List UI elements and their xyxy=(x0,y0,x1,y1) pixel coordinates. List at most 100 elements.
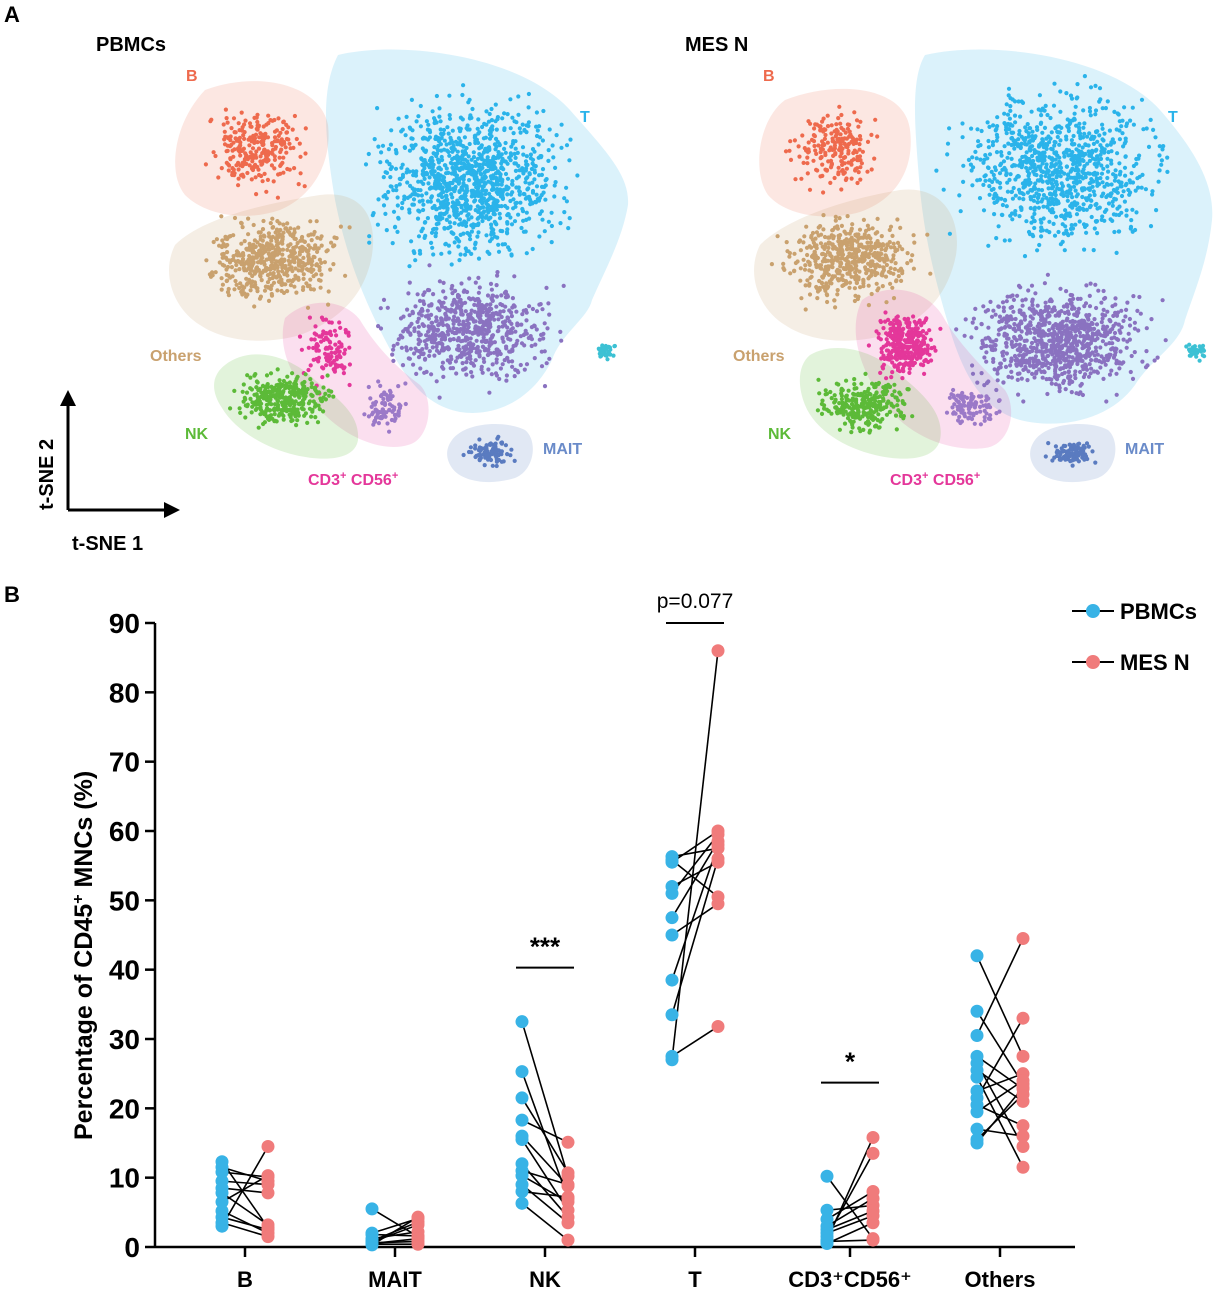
tsne-cell-dot xyxy=(436,333,442,338)
tsne-cell-dot xyxy=(252,238,257,243)
tsne-cell-dot xyxy=(870,226,875,231)
tsne-cell-dot xyxy=(470,296,476,301)
tsne-cell-dot xyxy=(1004,102,1009,107)
tsne-cell-dot xyxy=(1127,178,1132,183)
tsne-cell-dot xyxy=(286,258,291,263)
tsne-cell-dot xyxy=(432,145,437,150)
tsne-cell-dot xyxy=(273,394,278,399)
tsne-cell-dot xyxy=(527,304,532,309)
tsne-cell-dot xyxy=(1068,226,1074,231)
tsne-cell-dot xyxy=(233,136,238,141)
tsne-cell-dot xyxy=(493,371,499,376)
tsne-cell-dot xyxy=(1051,103,1057,108)
tsne-cell-dot xyxy=(452,170,458,175)
tsne-cell-dot xyxy=(1057,170,1062,175)
tsne-cell-dot xyxy=(509,153,514,158)
tsne-cell-dot xyxy=(840,162,845,167)
tsne-cell-dot xyxy=(495,270,500,275)
tsne-cell-dot xyxy=(1112,178,1117,183)
tsne-cell-dot xyxy=(280,263,285,268)
tsne-cell-dot xyxy=(245,373,250,378)
tsne-cell-dot xyxy=(244,259,249,265)
tsne-cell-dot xyxy=(378,306,383,311)
tsne-cell-dot xyxy=(467,127,472,132)
tsne-cell-dot xyxy=(526,120,532,125)
tsne-cell-dot xyxy=(371,422,376,427)
tsne-cell-dot xyxy=(851,141,856,146)
tsne-cell-dot xyxy=(448,160,453,166)
tsne-cell-dot xyxy=(271,179,276,184)
tsne-cell-dot xyxy=(900,268,905,274)
tsne-cell-dot xyxy=(835,288,840,293)
tsne-cell-dot xyxy=(866,276,871,281)
tsne-cell-dot xyxy=(490,340,495,345)
tsne-cell-dot xyxy=(343,273,348,278)
tsne-cell-dot xyxy=(1114,250,1119,255)
tsne-cell-dot xyxy=(543,183,548,188)
tsne-cell-dot xyxy=(496,434,501,439)
tsne-cell-dot xyxy=(1074,155,1079,160)
tsne-cell-dot xyxy=(1160,298,1165,303)
tsne-cell-dot xyxy=(1070,142,1075,147)
tsne-cell-dot xyxy=(402,145,407,150)
tsne-cell-dot xyxy=(443,163,448,168)
tsne-cell-dot xyxy=(487,251,492,256)
tsne-cell-dot xyxy=(401,329,406,334)
tsne-cell-dot xyxy=(910,253,915,258)
tsne-cell-dot xyxy=(366,151,371,157)
tsne-cell-dot xyxy=(568,137,573,142)
tsne-cell-dot xyxy=(862,254,868,259)
tsne-cell-dot xyxy=(1066,183,1071,188)
tsne-cell-dot xyxy=(392,225,398,230)
tsne-cell-dot xyxy=(542,384,548,389)
tsne-cell-dot xyxy=(510,115,515,120)
tsne-cell-dot xyxy=(502,111,507,116)
tsne-cell-dot xyxy=(319,243,324,248)
tsne-cell-dot xyxy=(490,362,495,367)
tsne-cell-dot xyxy=(543,197,548,202)
tsne-cell-dot xyxy=(403,381,408,386)
tsne-cell-dot xyxy=(1115,151,1120,156)
tsne-cell-dot xyxy=(1074,147,1079,152)
tsne-cell-dot xyxy=(1040,157,1045,162)
tsne-cell-dot xyxy=(1111,212,1116,217)
tsne-cell-dot xyxy=(484,313,489,318)
tsne-cell-dot xyxy=(438,191,444,196)
tsne-cell-dot xyxy=(219,276,224,281)
tsne-cell-dot xyxy=(274,139,280,144)
tsne-cell-dot xyxy=(451,318,456,323)
tsne-cell-dot xyxy=(266,121,271,126)
tsne-cell-dot xyxy=(255,286,260,291)
tsne-cell-dot xyxy=(979,128,984,134)
tsne-cell-dot xyxy=(995,198,1000,203)
tsne-cell-dot xyxy=(814,122,820,127)
tsne-cell-dot xyxy=(281,413,286,418)
tsne-cell-dot xyxy=(1039,169,1044,174)
tsne-cell-dot xyxy=(306,252,311,257)
tsne-cell-dot xyxy=(1080,188,1085,193)
tsne-cell-dot xyxy=(823,150,828,155)
tsne-cell-dot xyxy=(447,250,452,255)
tsne-cell-dot xyxy=(1109,191,1114,196)
tsne-cell-dot xyxy=(554,133,559,138)
tsne-cell-dot xyxy=(806,140,811,145)
tsne-cell-dot xyxy=(472,309,477,314)
tsne-cell-dot xyxy=(890,285,895,290)
tsne-cell-dot xyxy=(516,94,521,99)
tsne-cell-dot xyxy=(1098,365,1103,370)
tsne-cell-dot xyxy=(457,329,462,334)
tsne-cell-dot xyxy=(510,296,515,301)
tsne-cell-dot xyxy=(833,255,838,260)
tsne-cell-dot xyxy=(413,173,419,178)
tsne-cell-dot xyxy=(472,302,477,307)
tsne-cell-dot xyxy=(224,116,229,121)
tsne-cell-dot xyxy=(513,155,518,160)
tsne-cell-dot xyxy=(378,383,383,388)
tsne-cell-dot xyxy=(992,165,998,170)
tsne-cell-dot xyxy=(787,148,792,153)
tsne-cell-dot xyxy=(338,355,343,360)
tsne-cell-dot xyxy=(962,333,967,338)
tsne-cell-dot xyxy=(424,172,429,177)
tsne-cell-dot xyxy=(520,122,525,127)
tsne-cell-dot xyxy=(211,239,216,245)
